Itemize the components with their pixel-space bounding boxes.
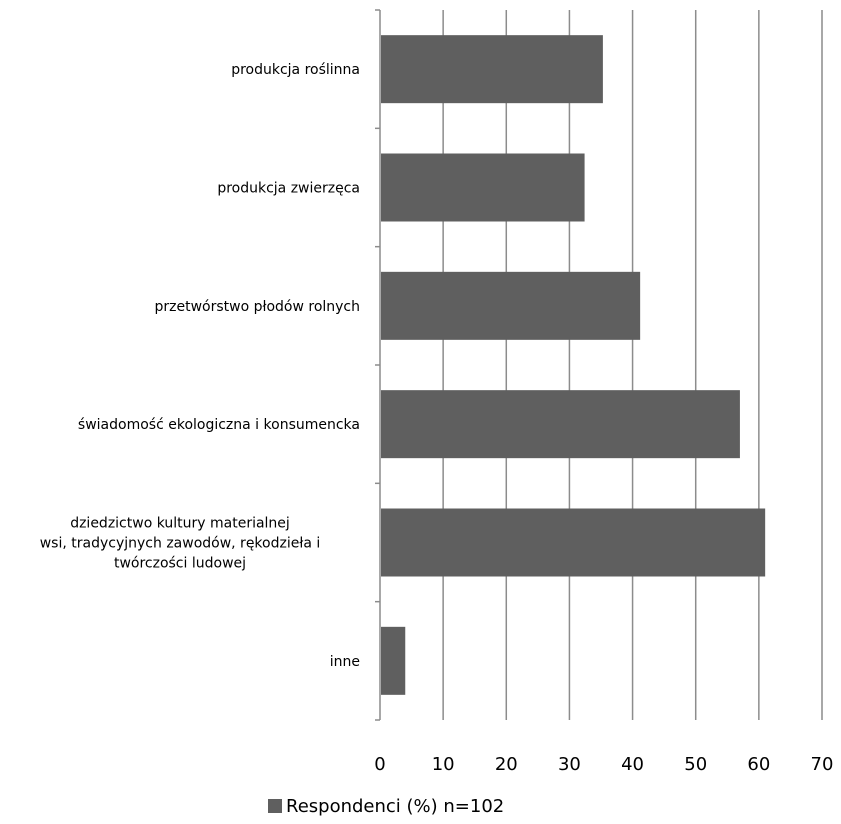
x-tick-label-20: 20 (495, 754, 518, 775)
category-label-5: inne (330, 654, 360, 670)
x-tick-label-10: 10 (432, 754, 455, 775)
category-label-2: przetwórstwo płodów rolnych (154, 299, 360, 315)
bar-4 (381, 508, 766, 577)
category-label-line: produkcja roślinna (231, 62, 360, 78)
legend-label: Respondenci (%) n=102 (286, 796, 504, 817)
bars (381, 35, 766, 695)
value-axis-tick-labels: 0 10 20 30 40 50 60 70 (374, 754, 833, 775)
bar-0 (381, 35, 603, 104)
category-label-0: produkcja roślinna (231, 62, 360, 78)
category-label-line: produkcja zwierzęca (217, 181, 360, 197)
legend-swatch (268, 799, 282, 813)
x-tick-label-60: 60 (747, 754, 770, 775)
bar-1 (381, 153, 585, 222)
category-label-4: dziedzictwo kultury materialnej wsi, trad… (40, 516, 321, 572)
x-tick-label-50: 50 (684, 754, 707, 775)
x-tick-label-0: 0 (374, 754, 385, 775)
x-tick-label-30: 30 (558, 754, 581, 775)
bar-2 (381, 271, 641, 340)
category-label-line: inne (330, 654, 360, 670)
category-label-line: dziedzictwo kultury materialnej (70, 516, 290, 532)
category-label-line: świadomość ekologiczna i konsumencka (78, 417, 360, 433)
gridlines (442, 10, 823, 720)
x-tick-label-40: 40 (621, 754, 644, 775)
legend: Respondenci (%) n=102 (268, 796, 504, 817)
bar-3 (381, 390, 740, 459)
category-label-line: twórczości ludowej (114, 556, 246, 572)
category-label-1: produkcja zwierzęca (217, 181, 360, 197)
bar-5 (381, 626, 406, 695)
category-label-line: przetwórstwo płodów rolnych (154, 299, 360, 315)
category-labels: produkcja roślinna produkcja zwierzęca prz… (40, 62, 360, 670)
category-axis (375, 9, 381, 721)
category-label-3: świadomość ekologiczna i konsumencka (78, 417, 360, 433)
category-label-line: wsi, tradycyjnych zawodów, rękodzieła i (40, 536, 321, 552)
x-tick-label-70: 70 (811, 754, 834, 775)
